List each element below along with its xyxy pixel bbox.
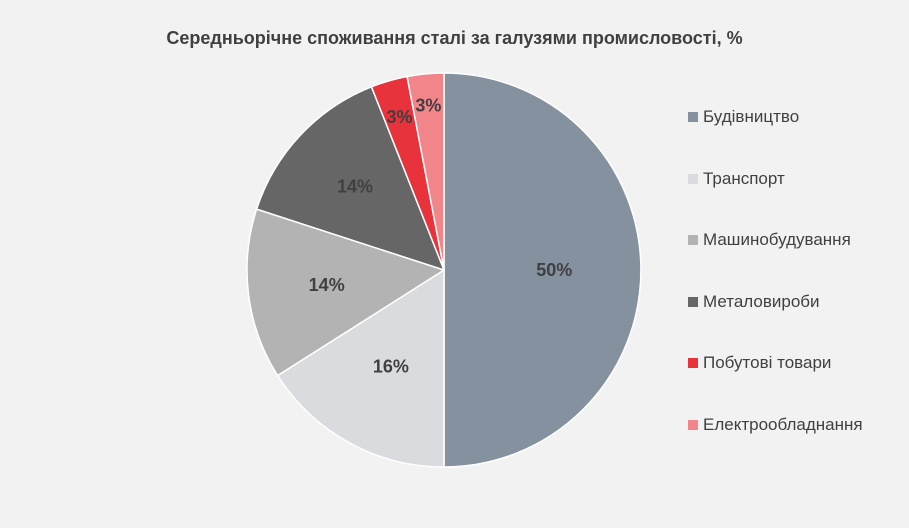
slice-label-1: 50% (536, 260, 572, 280)
pie-slice-3 (246, 208, 445, 377)
legend-label-2: Транспорт (703, 168, 785, 188)
legend-swatch-2 (688, 173, 698, 184)
legend-label-1: Будівництво (703, 107, 800, 126)
slice-label-5: 3% (386, 107, 412, 127)
legend-label-3: Машинобудування (703, 230, 851, 249)
legend-item-3: Машинобудування (688, 230, 851, 250)
slice-label-2: 16% (373, 357, 409, 377)
legend-label-5: Побутові товари (703, 353, 832, 372)
pie-slice-4 (255, 86, 445, 271)
slice-label-3: 14% (309, 275, 345, 295)
legend-label-4: Металовироби (703, 291, 820, 311)
chart-title: Середньорічне споживання сталі за галузя… (166, 28, 743, 48)
pie-slice-1 (443, 72, 642, 468)
legend-swatch-1 (688, 112, 698, 122)
legend-swatch-6 (688, 419, 698, 430)
slice-label-4: 14% (337, 176, 373, 196)
legend-item-5: Побутові товари (688, 353, 831, 373)
legend-swatch-3 (688, 235, 698, 245)
legend-item-1: Будівництво (688, 107, 799, 127)
legend-swatch-4 (688, 296, 698, 307)
pie-slice-6 (406, 72, 445, 271)
pie-slice-2 (276, 269, 445, 468)
legend-item-6: Електрообладнання (688, 415, 863, 435)
legend-item-4: Металовироби (688, 292, 820, 312)
legend-item-2: Транспорт (688, 169, 785, 189)
legend-label-6: Електрообладнання (703, 414, 863, 434)
legend-swatch-5 (688, 358, 698, 368)
slice-label-6: 3% (415, 95, 441, 115)
